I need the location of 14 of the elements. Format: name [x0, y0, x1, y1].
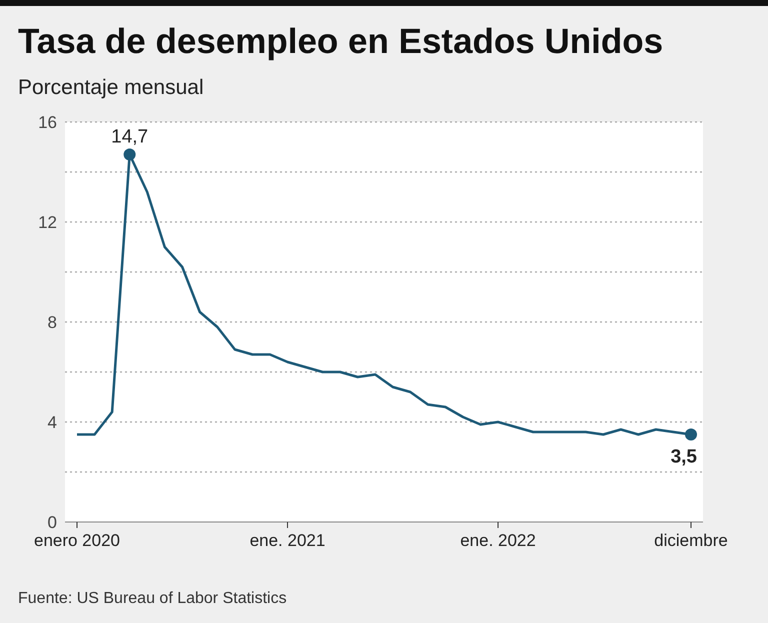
x-tick-label: enero 2020: [34, 531, 120, 550]
y-tick-label: 4: [48, 413, 57, 432]
x-tick-label: ene. 2022: [460, 531, 536, 550]
data-label: 14,7: [111, 126, 148, 148]
y-tick-label: 0: [48, 513, 57, 532]
y-tick-label: 8: [48, 313, 57, 332]
source-note: Fuente: US Bureau of Labor Statistics: [18, 590, 287, 608]
data-label: 3,5: [670, 446, 698, 468]
chart-subtitle: Porcentaje mensual: [18, 76, 204, 100]
x-tick-label: ene. 2021: [250, 531, 326, 550]
y-tick-label: 12: [38, 213, 57, 232]
x-tick-label: diciembre: [654, 531, 728, 550]
y-tick-label: 16: [38, 113, 57, 132]
chart-title: Tasa de desempleo en Estados Unidos: [18, 22, 664, 62]
